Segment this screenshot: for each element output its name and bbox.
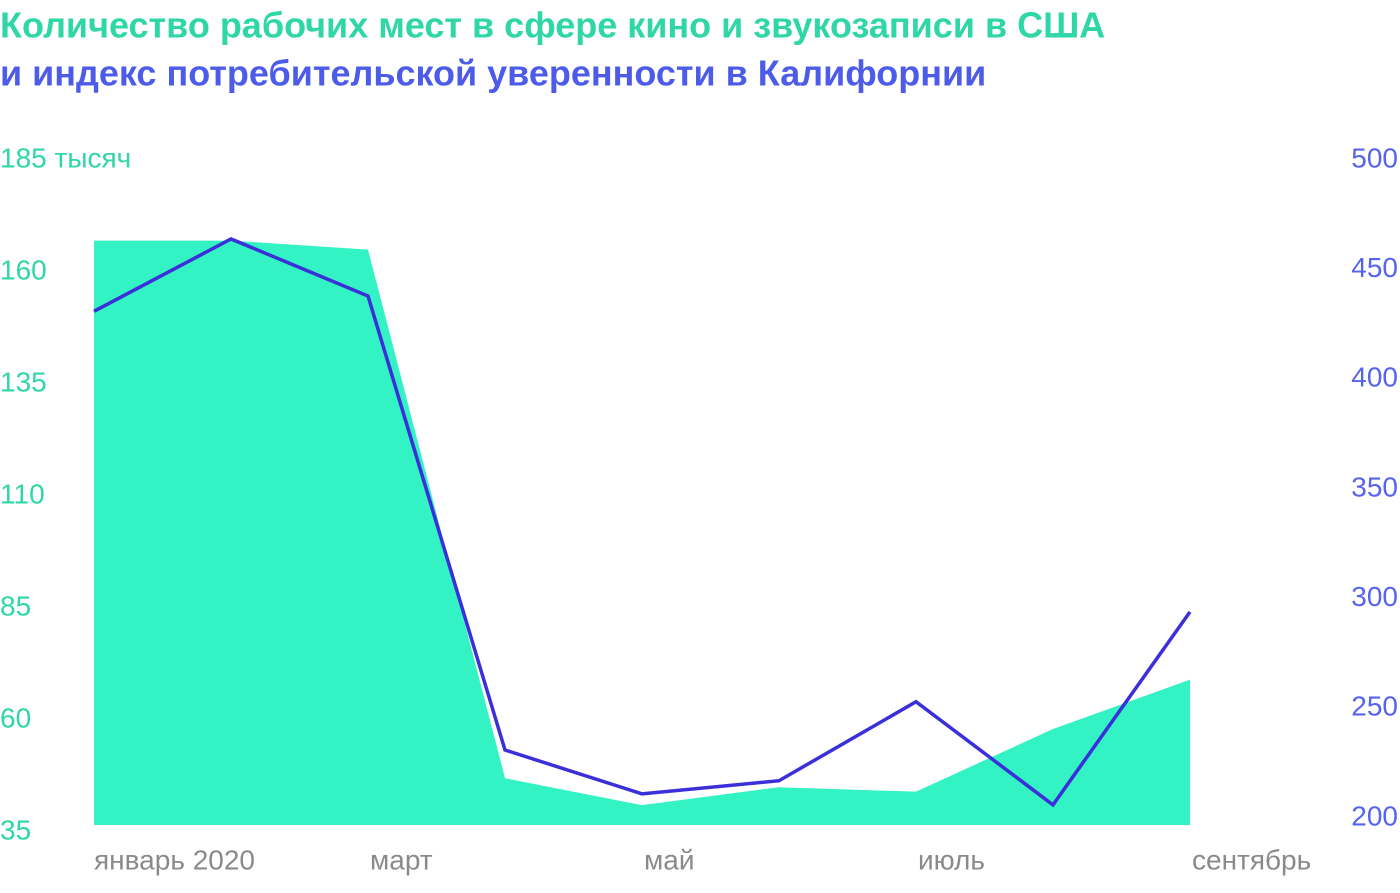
y2-tick-label: 350	[1351, 471, 1398, 502]
y2-tick-label: 500	[1351, 142, 1398, 173]
y-tick-label: 35	[0, 814, 31, 845]
x-tick-label: май	[644, 844, 694, 875]
x-tick-label: январь 2020	[94, 844, 255, 875]
y-tick-label: 110	[0, 478, 45, 509]
chart-title: Количество рабочих мест в сфере кино и з…	[0, 5, 1105, 46]
x-tick-label: июль	[918, 844, 985, 875]
y-tick-label: 60	[0, 702, 31, 733]
x-tick-label: март	[370, 844, 433, 875]
area	[94, 240, 1190, 825]
y-tick-label: 185 тысяч	[0, 142, 131, 173]
y2-tick-label: 200	[1351, 800, 1398, 831]
y2-tick-label: 250	[1351, 691, 1398, 722]
line	[93, 237, 1192, 808]
y-tick-label: 85	[0, 590, 31, 621]
y-tick-label: 160	[0, 254, 47, 285]
x-tick-label: сентябрь	[1192, 844, 1311, 875]
chart-title: и индекс потребительской уверенности в К…	[0, 53, 986, 94]
y2-tick-label: 300	[1351, 581, 1398, 612]
y-tick-label: 135	[0, 366, 47, 397]
y2-tick-label: 450	[1351, 252, 1398, 283]
y2-tick-label: 400	[1351, 362, 1398, 393]
